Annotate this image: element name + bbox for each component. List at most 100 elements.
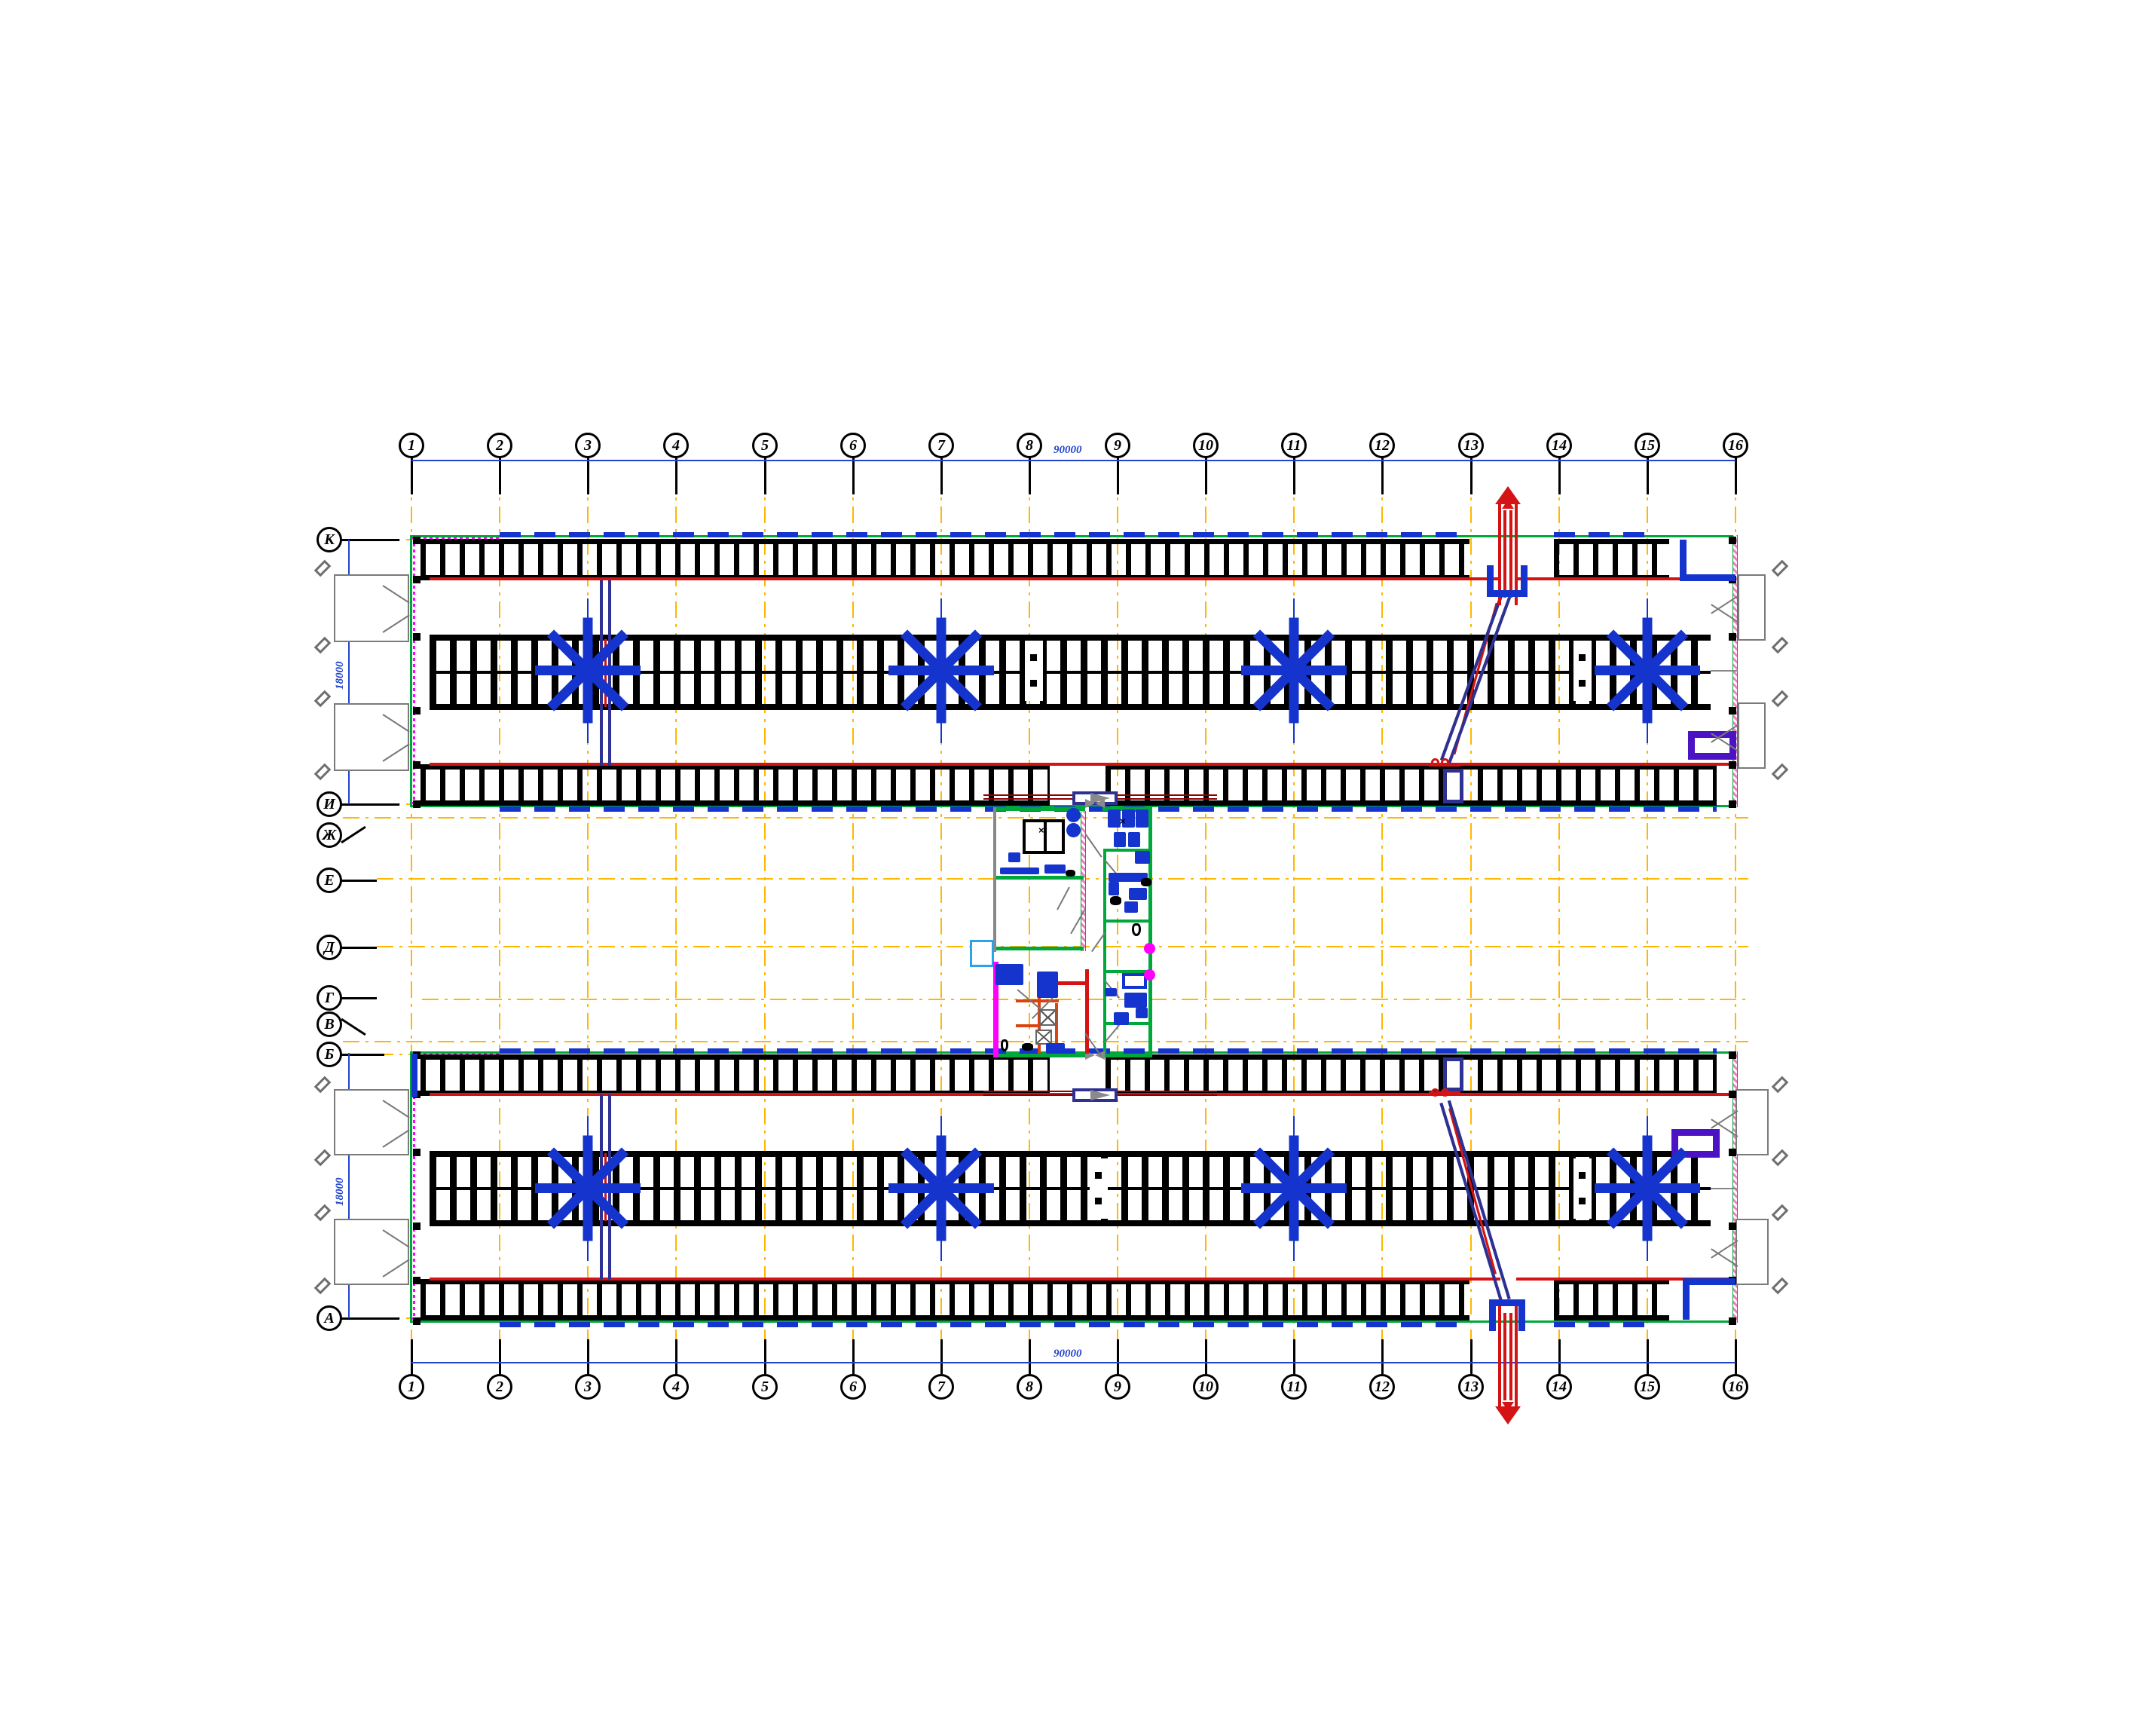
axis-stem-top-11 <box>1293 457 1295 494</box>
furniture-6 <box>1114 832 1126 847</box>
grid-line-horizontal-7 <box>377 1054 411 1055</box>
column-dot-right-9 <box>1729 1222 1736 1230</box>
axis-circle-top-15: 15 <box>1635 433 1660 458</box>
electrical-panel <box>1023 819 1065 854</box>
furniture-12 <box>1124 901 1138 913</box>
furniture-11 <box>1129 888 1147 900</box>
block-wall-rc-1 <box>1103 920 1150 923</box>
grid-line-vertical-16 <box>1735 475 1736 1383</box>
column-dot-left-5 <box>413 800 420 808</box>
door-marker-right-6 <box>1771 1204 1789 1222</box>
axis-stem-top-10 <box>1205 457 1207 494</box>
furniture-4 <box>1122 809 1135 828</box>
ventilation-fan-icon-6 <box>1241 1116 1347 1261</box>
axis-circle-bottom-9: 9 <box>1105 1374 1130 1400</box>
door-marker-right-1 <box>1771 636 1789 654</box>
right-bracket-top-h <box>1680 574 1736 581</box>
axis-stem-top-9 <box>1117 457 1119 494</box>
cage-row-break-1 <box>1573 641 1592 701</box>
axis-stem-top-1 <box>411 457 413 494</box>
cage-row-segment-1 <box>1554 539 1669 580</box>
axis-circle-bottom-11: 11 <box>1281 1374 1307 1400</box>
cyan-porch <box>970 940 994 967</box>
axis-circle-bottom-5: 5 <box>752 1374 778 1400</box>
axis-leader-3 <box>341 947 377 949</box>
axis-circle-letter-Б: Б <box>317 1042 342 1067</box>
entrance-porch-1 <box>334 703 409 771</box>
door-marker-left-5 <box>313 1149 332 1167</box>
cage-row-segment-3 <box>420 764 1050 806</box>
grid-line-vertical-7 <box>940 475 942 1383</box>
column-dot-left-11 <box>413 1317 420 1325</box>
toilet-1 <box>1132 923 1141 936</box>
toilet-2 <box>1001 1039 1008 1051</box>
axis-circle-top-12: 12 <box>1369 433 1395 458</box>
ventilation-fan-icon-4 <box>535 1116 641 1261</box>
column-dot-left-10 <box>413 1277 420 1284</box>
axis-leader-bend-zh <box>341 825 366 844</box>
furniture-1 <box>1000 868 1039 874</box>
axis-stem-top-5 <box>764 457 766 494</box>
axis-leader-2 <box>341 880 377 882</box>
band-center-line-ext-1 <box>1711 1188 1738 1189</box>
axis-circle-bottom-4: 4 <box>663 1374 689 1400</box>
furniture-17 <box>1124 993 1147 1008</box>
axis-stem-top-7 <box>940 457 943 494</box>
axis-circle-letter-К: К <box>317 527 342 552</box>
grid-line-vertical-13 <box>1470 475 1472 1383</box>
column-dot-right-5 <box>1729 800 1736 808</box>
axis-stem-bottom-2 <box>499 1339 501 1374</box>
feed-line-dashed-0 <box>500 532 1469 537</box>
furniture-2 <box>1044 864 1066 874</box>
column-dot-left-0 <box>413 537 420 544</box>
shower-wall-h <box>1038 981 1089 985</box>
water-line-5 <box>1516 1278 1735 1281</box>
column-dot-right-7 <box>1729 1091 1736 1098</box>
block-wall-bottom-a <box>993 1054 1085 1057</box>
furniture-15 <box>1046 1043 1065 1054</box>
dim-line-left-bottom <box>348 1053 350 1318</box>
ventilation-fan-icon-1 <box>888 598 994 743</box>
grid-line-vertical-5 <box>764 475 766 1383</box>
grid-line-vertical-9 <box>1117 475 1118 1383</box>
door-marker-right-2 <box>1771 690 1789 708</box>
axis-circle-top-10: 10 <box>1193 433 1219 458</box>
column-dot-left-1 <box>413 576 420 583</box>
column-dot-left-3 <box>413 707 420 715</box>
axis-circle-bottom-15: 15 <box>1635 1374 1660 1400</box>
block-wall-left-gray <box>993 807 996 952</box>
block-wall-top-b <box>1102 807 1151 811</box>
entrance-porch-5 <box>1738 702 1766 769</box>
block-wall-right <box>1148 807 1152 1057</box>
shower-partition-h2 <box>1016 1024 1038 1027</box>
grid-line-vertical-3 <box>587 475 589 1383</box>
axis-leader-bend-v <box>341 1017 366 1036</box>
block-wall-inner-green <box>1103 849 1106 1054</box>
feed-line-dashed-5 <box>1554 1322 1650 1327</box>
ventilation-fan-icon-0 <box>535 598 641 743</box>
cage-row-segment-8 <box>420 1279 1469 1320</box>
entrance-porch-0 <box>334 574 409 642</box>
column-dot-right-3 <box>1729 707 1736 715</box>
axis-stem-top-3 <box>587 457 589 494</box>
building-wall-h-1 <box>410 805 1738 807</box>
axis-stem-bottom-4 <box>675 1339 677 1374</box>
axis-stem-top-12 <box>1381 457 1384 494</box>
building-wall-h-3 <box>410 1320 1738 1323</box>
ventilation-fan-icon-7 <box>1595 1116 1700 1261</box>
conveyor-pulley-3 <box>1441 1088 1449 1097</box>
exhaust-duct-down-icon <box>1495 1305 1521 1424</box>
chair-blob-3 <box>1022 1043 1033 1051</box>
conveyor-box-top <box>1443 769 1463 803</box>
magenta-marker-2 <box>1144 969 1155 981</box>
feed-line-dashed-3 <box>500 1048 1717 1054</box>
cage-row-break-2 <box>1090 1158 1108 1219</box>
door-marker-right-0 <box>1771 559 1789 577</box>
axis-circle-top-5: 5 <box>752 433 778 458</box>
door-marker-left-0 <box>313 559 332 577</box>
door-marker-left-4 <box>313 1076 332 1094</box>
magenta-marker-1 <box>1144 943 1155 954</box>
axis-circle-letter-А: А <box>317 1305 342 1331</box>
axis-leader-6 <box>341 1317 399 1320</box>
axis-circle-letter-И: И <box>317 791 342 817</box>
